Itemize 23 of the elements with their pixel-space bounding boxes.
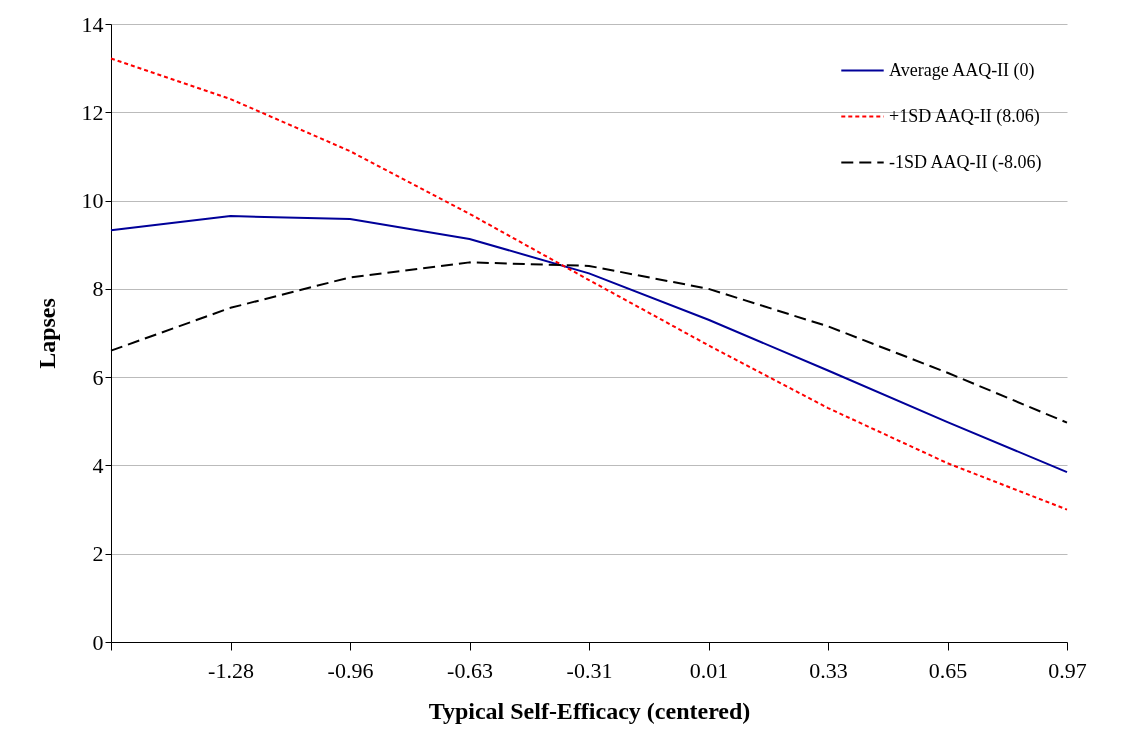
x-tick-label: -0.31 xyxy=(566,657,613,683)
y-tick-label: 4 xyxy=(92,452,104,478)
x-tick-label: -0.96 xyxy=(327,657,374,683)
y-tick-label: 14 xyxy=(81,11,104,37)
legend-label: Average AAQ-II (0) xyxy=(889,59,1035,81)
line-series xyxy=(110,57,1068,511)
y-tick-label: 10 xyxy=(81,188,104,214)
x-tick-label: -1.28 xyxy=(208,657,254,683)
legend-label: -1SD AAQ-II (-8.06) xyxy=(889,151,1042,173)
x-axis-title: Typical Self-Efficacy (centered) xyxy=(428,697,751,724)
x-tick-label: 0.33 xyxy=(809,657,848,683)
y-tick-label: 2 xyxy=(92,541,104,567)
x-tick-label: 0.65 xyxy=(928,657,968,683)
y-tick-label: 0 xyxy=(92,629,104,655)
y-tick-label: 8 xyxy=(92,276,104,302)
x-tick-label: 0.97 xyxy=(1048,657,1087,683)
x-tick-label: -0.63 xyxy=(447,657,493,683)
x-tick-label: 0.01 xyxy=(689,657,729,683)
y-tick-label: 12 xyxy=(81,99,104,125)
y-axis-title: Lapses xyxy=(33,298,60,369)
line-series xyxy=(110,215,1068,474)
legend-label: +1SD AAQ-II (8.06) xyxy=(889,105,1040,127)
y-tick-label: 6 xyxy=(92,364,104,390)
